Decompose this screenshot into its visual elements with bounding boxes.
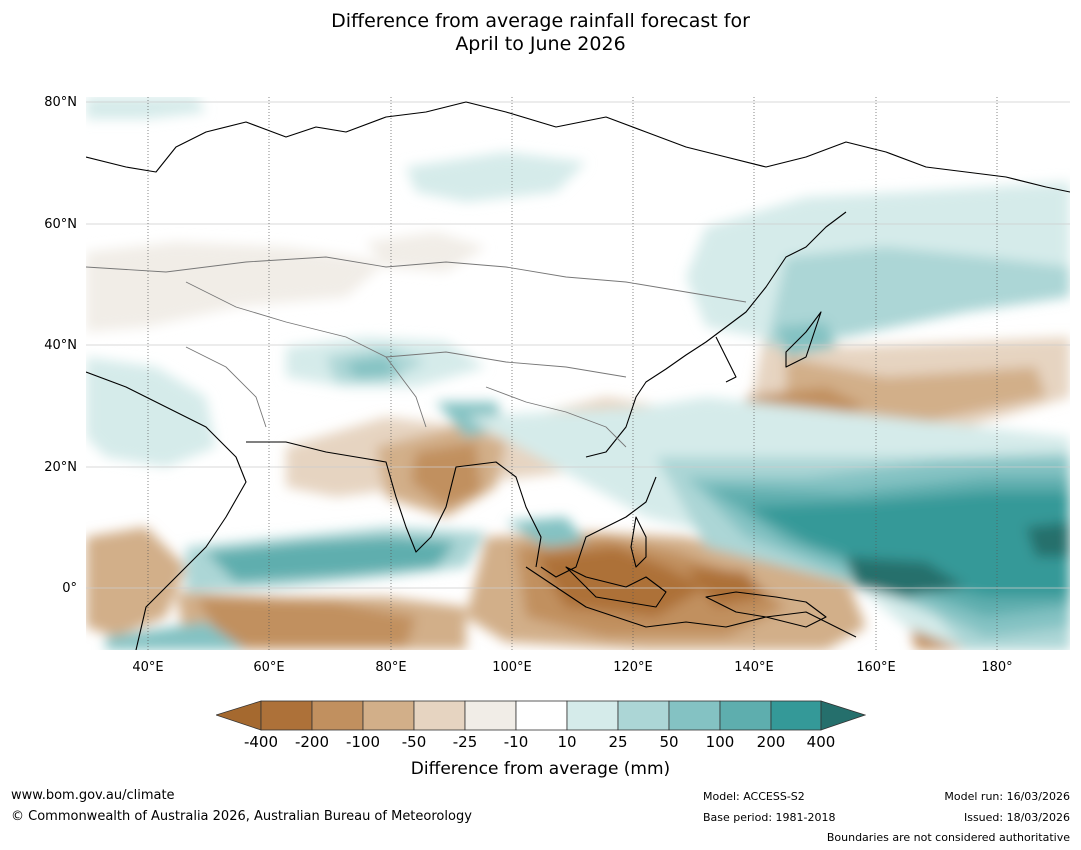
rainfall-anomaly-map [86,97,1070,650]
colorbar-label: 400 [806,733,836,751]
lon-label-180: 180° [981,660,1013,675]
colorbar-label: 100 [705,733,735,751]
title-line-2: April to June 2026 [455,33,626,55]
colorbar-label: 10 [557,733,577,751]
colorbar-segment-8 [617,700,670,731]
colorbar-label: 50 [659,733,679,751]
lat-label-80n: 80°N [44,95,77,110]
colorbar-segment-10 [719,700,772,731]
colorbar-segment-1 [260,700,313,731]
lon-label-120e: 120°E [613,660,653,675]
colorbar-segment-4 [413,700,466,731]
colorbar-title: Difference from average (mm) [410,759,671,779]
lat-label-40n: 40°N [44,338,77,353]
footer-model: Model: ACCESS-S2 [703,790,805,803]
colorbar-segment-6 [515,700,568,731]
lon-label-40e: 40°E [132,660,164,675]
colorbar-label: -50 [401,733,427,751]
meridians [147,97,998,650]
colorbar-label: 200 [756,733,786,751]
colorbar-segment-11 [770,700,822,731]
title-line-1: Difference from average rainfall forecas… [331,10,750,32]
colorbar-segment-0 [216,700,262,731]
lat-label-20n: 20°N [44,460,77,475]
lon-label-140e: 140°E [734,660,774,675]
anomaly-field [86,97,1070,650]
footer-issued: Issued: 18/03/2026 [963,811,1070,824]
lat-label-60n: 60°N [44,217,77,232]
lon-label-100e: 100°E [492,660,532,675]
colorbar-label: -25 [452,733,478,751]
colorbar-label: -200 [294,733,330,751]
lon-label-160e: 160°E [856,660,896,675]
lon-label-80e: 80°E [375,660,407,675]
colorbar-segment-12 [820,700,866,731]
footer-model-run: Model run: 16/03/2026 [944,790,1070,803]
colorbar-segment-7 [566,700,619,731]
colorbar-segment-2 [311,700,364,731]
coastlines [86,101,1070,650]
colorbar-segment-5 [464,700,517,731]
gridlines [86,101,1070,589]
colorbar-label: -400 [243,733,279,751]
lat-label-0: 0° [62,581,77,596]
country-borders [86,256,747,448]
footer-url[interactable]: www.bom.gov.au/climate [11,788,175,803]
footer-base-period: Base period: 1981-2018 [703,811,836,824]
colorbar-label: -10 [503,733,529,751]
footer-disclaimer: Boundaries are not considered authoritat… [826,831,1070,844]
colorbar-segment-9 [668,700,721,731]
colorbar [216,700,866,731]
colorbar-label: 25 [608,733,628,751]
lon-label-60e: 60°E [253,660,285,675]
colorbar-segment-3 [362,700,415,731]
colorbar-label: -100 [345,733,381,751]
chart-title: Difference from average rainfall forecas… [0,10,1081,56]
footer-copyright: © Commonwealth of Australia 2026, Austra… [11,809,472,824]
